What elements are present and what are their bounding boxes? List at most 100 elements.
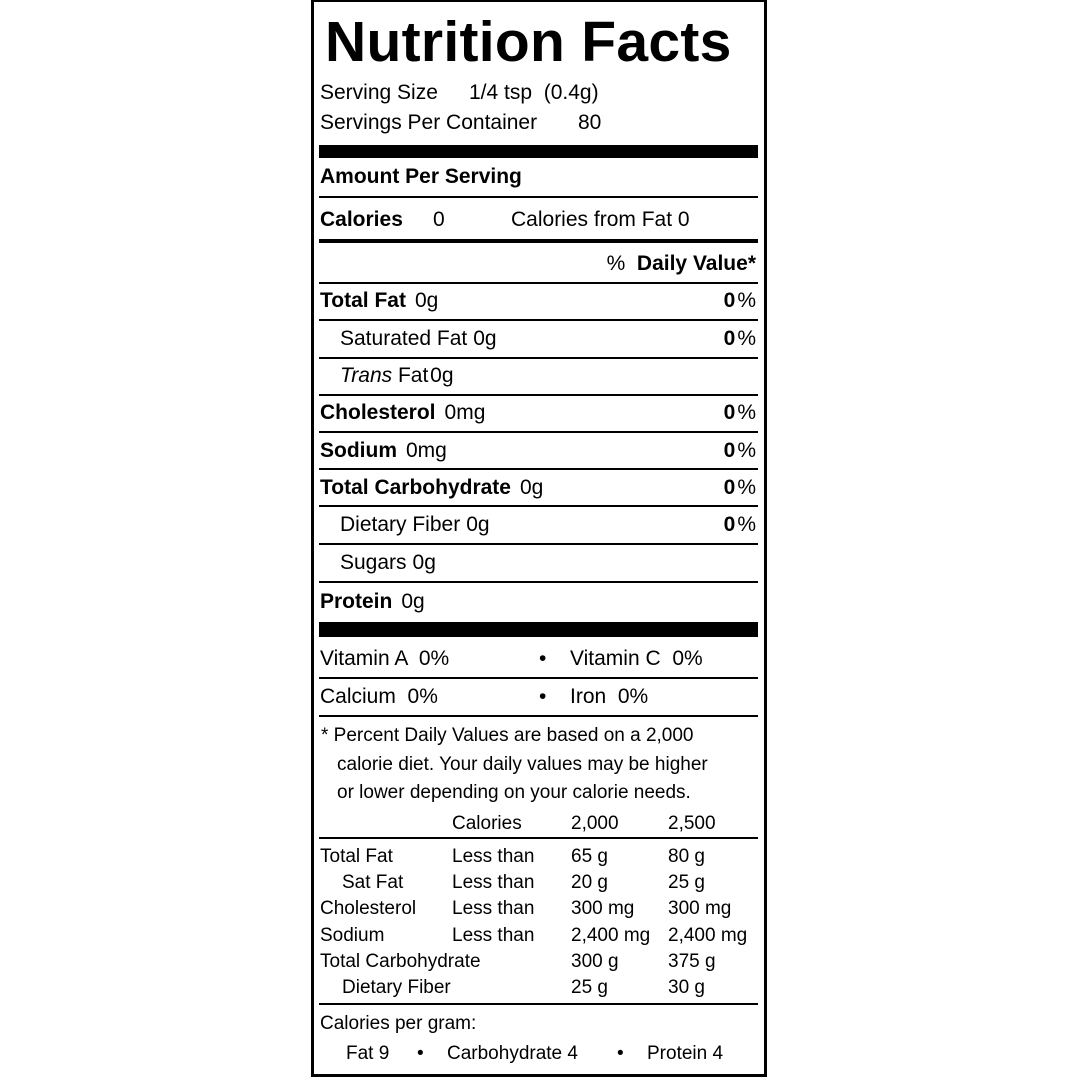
dv-pct: % <box>737 289 756 312</box>
bullet: • <box>539 647 547 670</box>
vitamin-right: Iron 0% <box>570 685 649 708</box>
calories-per-gram-item: Fat 9 <box>346 1043 390 1064</box>
footnote-line: * Percent Daily Values are based on a 2,… <box>321 725 694 746</box>
nutrient-row: Saturated Fat 0g <box>340 325 497 353</box>
nutrient-amount: 0g <box>430 364 454 387</box>
nutrient-amount: 0g <box>473 327 497 350</box>
dv-value: 0 <box>723 476 736 499</box>
nutrient-row: Dietary Fiber 0g <box>340 511 490 539</box>
dv-table-cell: 2,400 mg <box>668 925 748 946</box>
calories-per-gram-item: Protein 4 <box>647 1043 724 1064</box>
nutrient-amount: 0mg <box>444 401 486 424</box>
nutrient-amount: 0g <box>412 551 436 574</box>
calories-value: 0 <box>433 208 445 231</box>
dv-table-cell: 300 mg <box>668 898 732 919</box>
dv-pct: % <box>737 513 756 536</box>
nutrient-amount: 0g <box>466 513 490 536</box>
nutrient-amount: 0g <box>519 476 544 499</box>
dv-table-cell: 25 g <box>571 977 608 998</box>
dv-pct: % <box>737 401 756 424</box>
dv-table-cell: Total Carbohydrate <box>320 951 481 972</box>
nutrient-amount: 0g <box>401 590 425 613</box>
divider <box>319 581 758 583</box>
calories-from-fat: Calories from Fat 0 <box>511 208 690 231</box>
bullet: • <box>617 1043 624 1064</box>
nutrient-name: Total Fat <box>320 289 406 312</box>
nutrient-dv: 0% <box>724 287 756 315</box>
dv-table-cell: 65 g <box>571 846 608 867</box>
divider <box>319 196 758 198</box>
divider <box>319 319 758 321</box>
nutrient-row: Total Fat 0g <box>320 287 438 315</box>
dv-table-cell: Sodium <box>320 925 385 946</box>
nutrient-dv: 0% <box>724 511 756 539</box>
divider <box>319 837 758 839</box>
dv-table-cell: 300 mg <box>571 898 635 919</box>
nutrient-row: Sodium 0mg <box>320 437 447 465</box>
vitamin-left: Vitamin A 0% <box>320 647 450 670</box>
nutrient-amount: 0g <box>414 289 439 312</box>
dv-table-cell: 2,400 mg <box>571 925 651 946</box>
amount-per-serving: Amount Per Serving <box>320 165 522 188</box>
dv-value: 0 <box>723 513 736 536</box>
dv-table-header: 2,500 <box>668 813 716 834</box>
dv-table-cell: 20 g <box>571 872 608 893</box>
dv-table-cell: 30 g <box>668 977 705 998</box>
dv-table-cell: Cholesterol <box>320 898 417 919</box>
dv-pct: % <box>737 439 756 462</box>
divider <box>319 715 758 717</box>
dv-table-cell: 375 g <box>668 951 716 972</box>
dv-table-header: 2,000 <box>571 813 619 834</box>
servings-value: 80 <box>578 111 602 134</box>
thick-divider <box>319 145 758 158</box>
divider <box>319 394 758 396</box>
nutrient-row: Total Carbohydrate 0g <box>320 474 543 502</box>
dv-value: 0 <box>723 327 736 350</box>
nutrient-amount: 0mg <box>406 439 447 462</box>
dv-pct: % <box>737 476 756 499</box>
nutrient-dv: 0% <box>724 399 756 427</box>
nutrient-name: Saturated Fat <box>340 327 468 350</box>
dv-table-cell: Dietary Fiber <box>342 977 451 998</box>
dv-table-cell: Less than <box>452 925 535 946</box>
calories-label: Calories <box>320 208 403 231</box>
nutrient-name: Protein <box>320 590 393 613</box>
dv-table-cell: Less than <box>452 846 535 867</box>
divider <box>319 1003 758 1005</box>
title: Nutrition Facts <box>325 10 732 74</box>
dv-table-cell: Less than <box>452 872 535 893</box>
calories-per-gram-item: Carbohydrate 4 <box>447 1043 578 1064</box>
dv-value: 0 <box>723 289 736 312</box>
dv-table-cell: Sat Fat <box>342 872 404 893</box>
nutrient-name: Sodium <box>320 439 397 462</box>
nutrient-row: Cholesterol 0mg <box>320 399 485 427</box>
dv-value: 0 <box>723 401 736 424</box>
divider <box>319 505 758 507</box>
servings-label: Servings Per Container <box>320 111 538 134</box>
medium-divider <box>319 239 758 243</box>
dv-prefix: % <box>606 252 626 275</box>
vitamin-left: Calcium 0% <box>320 685 438 708</box>
calories-per-gram-label: Calories per gram: <box>320 1013 477 1034</box>
nutrient-row: Trans Fat 0g <box>340 362 454 390</box>
serving-size-label: Serving Size <box>320 81 438 104</box>
dv-header: % Daily Value* <box>607 250 756 278</box>
nutrient-name: Dietary Fiber <box>340 513 461 536</box>
nutrient-name-2: Fat <box>397 364 429 387</box>
nutrient-dv: 0% <box>724 325 756 353</box>
bullet: • <box>539 685 547 708</box>
dv-table-cell: Total Fat <box>320 846 393 867</box>
nutrient-name: Cholesterol <box>320 401 436 424</box>
footnote-line: calorie diet. Your daily values may be h… <box>337 754 708 775</box>
dv-table-cell: 25 g <box>668 872 705 893</box>
divider <box>319 543 758 545</box>
divider <box>319 677 758 679</box>
nutrient-dv: 0% <box>724 437 756 465</box>
thick-divider <box>319 622 758 637</box>
nutrient-row: Protein 0g <box>320 588 425 616</box>
bullet: • <box>417 1043 424 1064</box>
vitamin-right: Vitamin C 0% <box>570 647 703 670</box>
nutrient-name: Sugars <box>340 551 407 574</box>
divider <box>319 468 758 470</box>
dv-header-text: Daily Value* <box>636 252 756 275</box>
